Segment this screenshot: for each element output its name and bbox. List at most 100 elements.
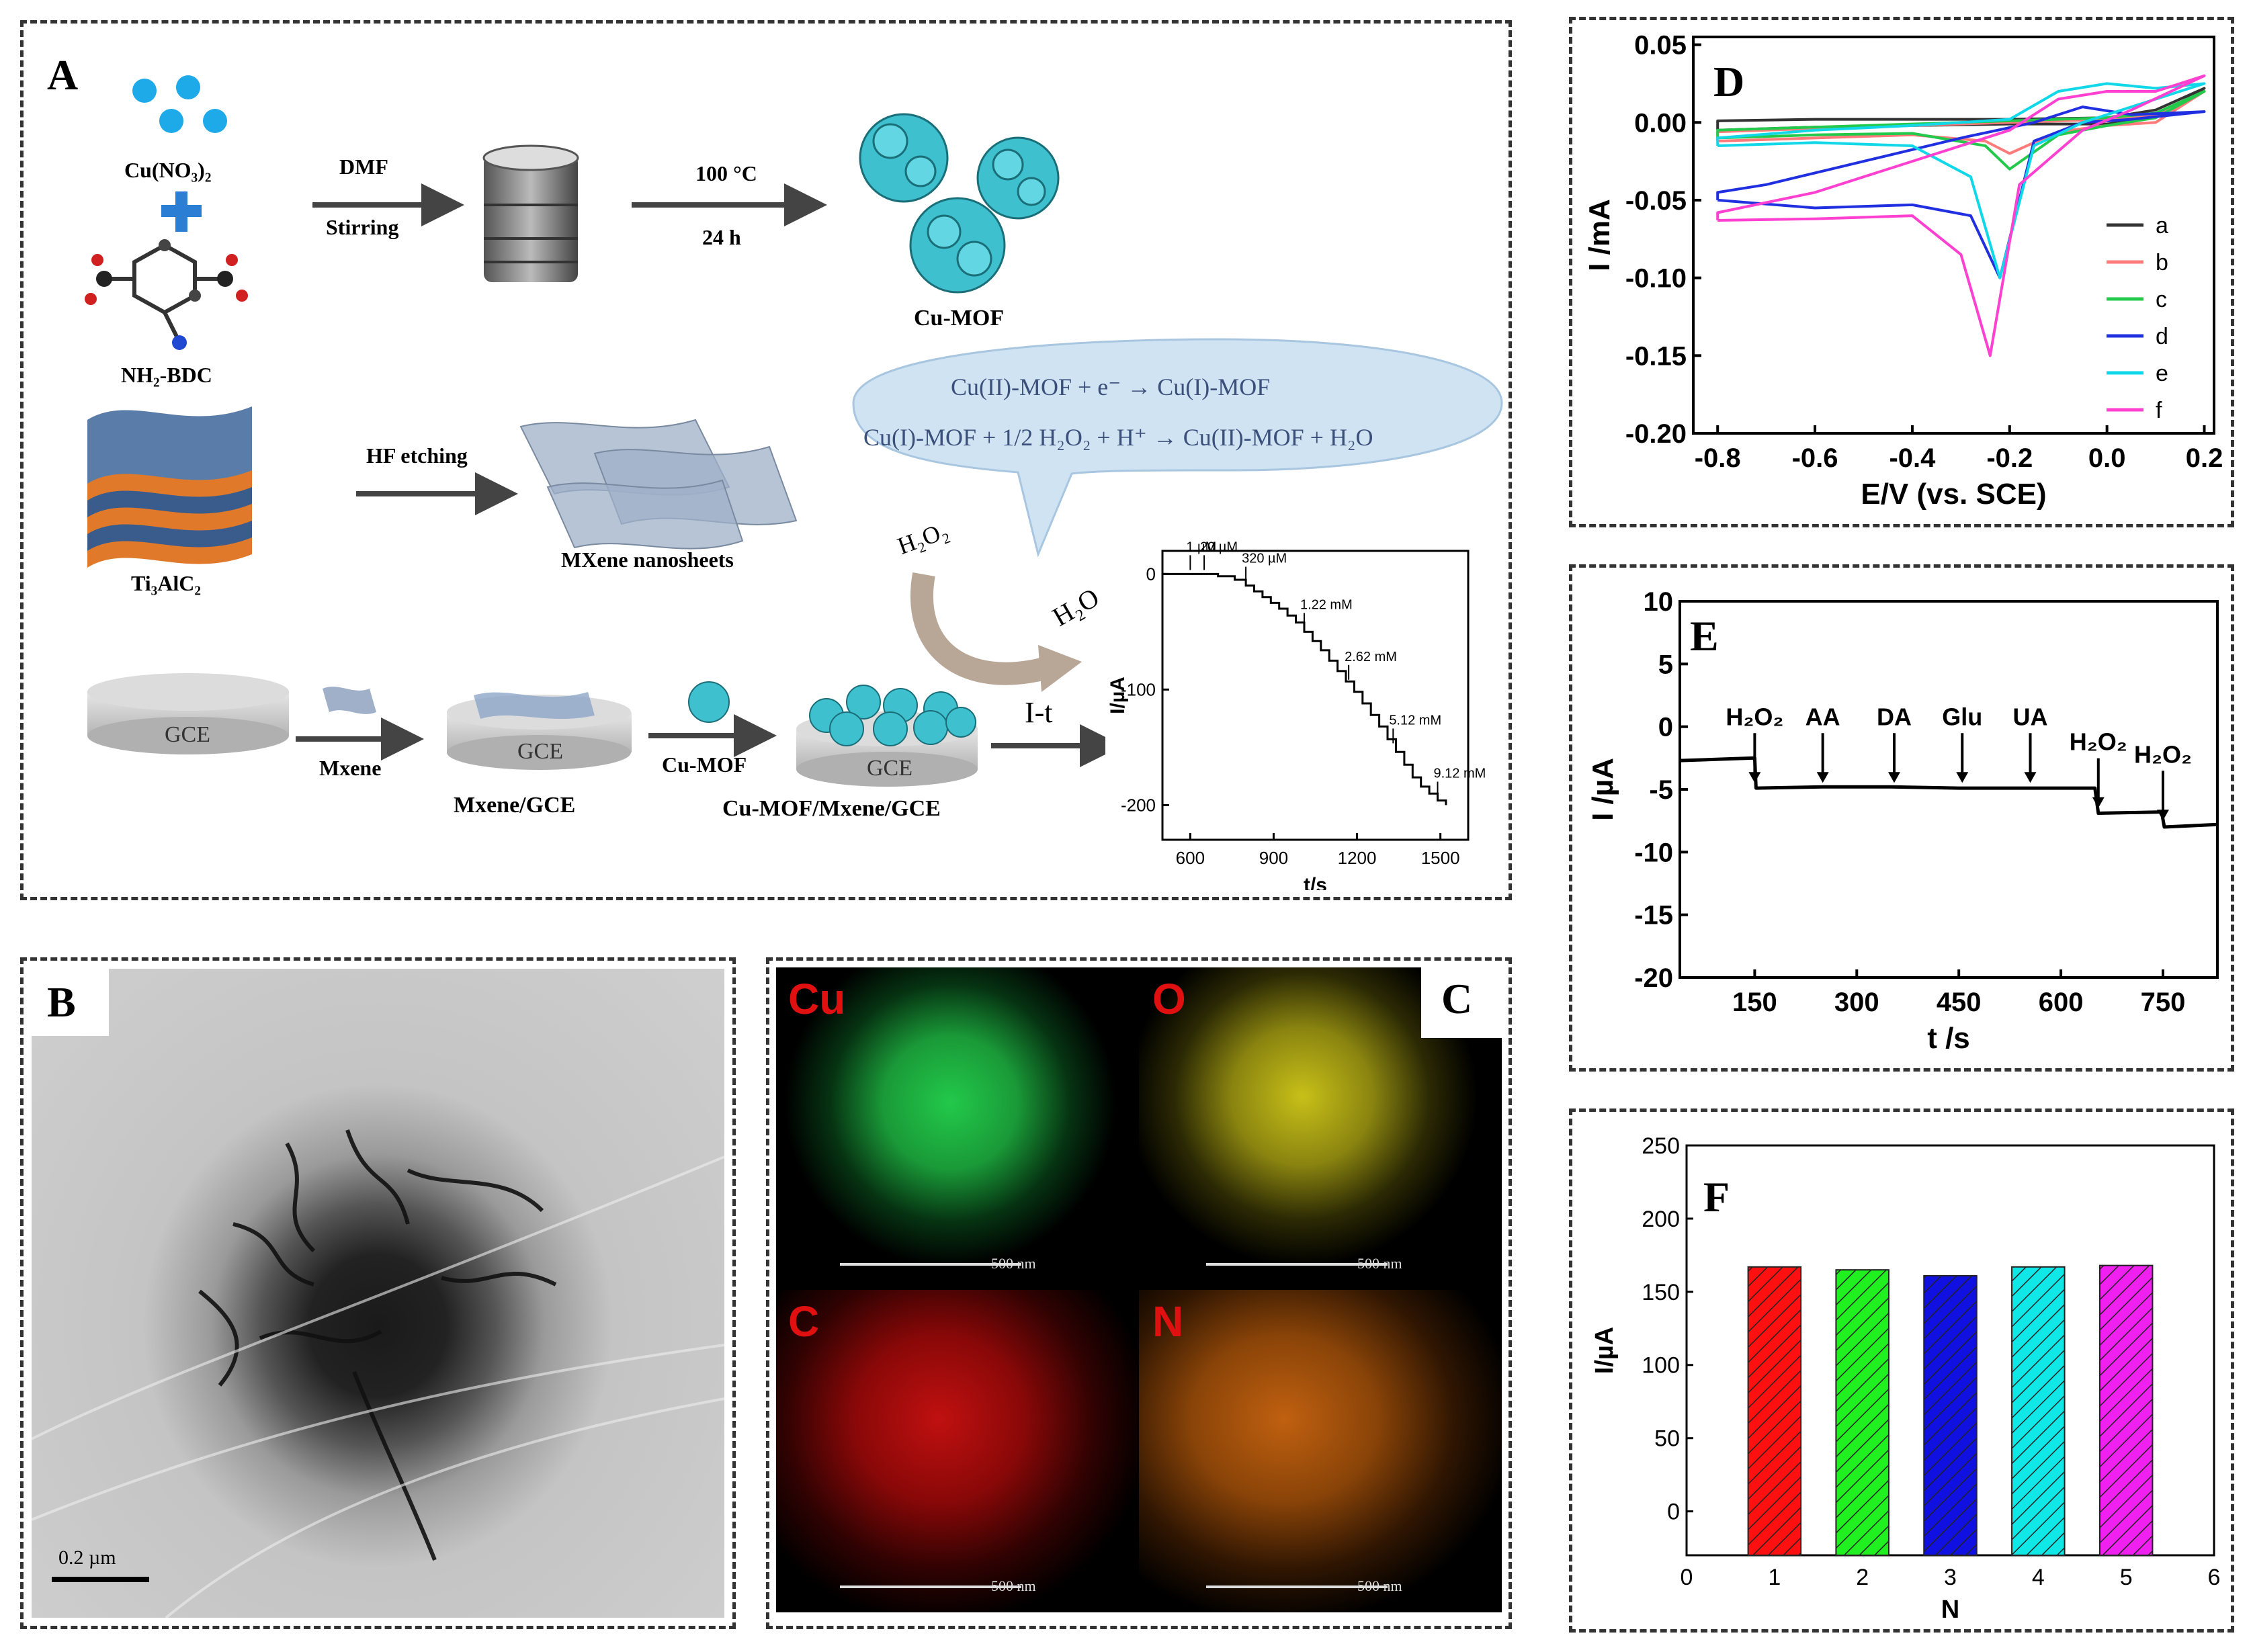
cv-curve-d <box>1716 105 2206 279</box>
autoclave-icon <box>482 144 579 282</box>
inset-current-trace <box>1162 572 1447 806</box>
interferent-arrowhead <box>2092 797 2105 808</box>
map-n-scale-label: 500 nm <box>1357 1577 1402 1594</box>
interferent-arrowhead <box>2024 772 2037 783</box>
y-tick-label: -200 <box>1121 795 1156 816</box>
gce-electrode-2-icon <box>447 692 632 770</box>
cv-curve-f <box>1716 74 2206 357</box>
x-tick-label: -0.6 <box>1792 443 1838 473</box>
x-axis-label: N <box>1941 1596 1959 1624</box>
inset-annotation-label: 9.12 mM <box>1434 767 1486 781</box>
gce1-label: GCE <box>165 722 210 747</box>
reagent2-label: NH₂-BDC <box>121 363 212 387</box>
x-tick-label: -0.2 <box>1986 443 2033 473</box>
arrow-mxene-label: Mxene <box>319 756 382 780</box>
panel-e: 150 300 450 600 750 10 5 0 -5 -10 -15 -20 t /s I /µA H… <box>1569 564 2234 1072</box>
panel-label-e: E <box>1690 612 1719 660</box>
interferent-label: AA <box>1806 703 1840 730</box>
map-n: N 500 nm <box>1139 1290 1502 1612</box>
x-tick-label: 1 <box>1768 1565 1781 1590</box>
map-o-label: O <box>1152 975 1186 1023</box>
legend-label-a: a <box>2156 213 2168 238</box>
x-tick-label: 6 <box>2208 1565 2221 1590</box>
x-tick-label: 4 <box>2032 1565 2045 1590</box>
h2o2-curved-arrow <box>910 572 1048 685</box>
step2-top-label: 100 °C <box>695 161 757 185</box>
x-tick-label: 450 <box>1937 988 1982 1017</box>
map-cu: Cu 500 nm <box>776 967 1139 1290</box>
x-tick-label: 0.0 <box>2088 443 2126 473</box>
x-tick-label: -0.4 <box>1889 443 1936 473</box>
reagent1-label: Cu(NO₃)₂ <box>124 158 212 182</box>
x-tick-label: 600 <box>2039 988 2084 1017</box>
y-tick-label: 0 <box>1667 1499 1680 1525</box>
legend-label-f: f <box>2156 398 2162 423</box>
x-tick-label: 750 <box>2141 988 2186 1017</box>
interferent-arrowhead <box>1748 772 1761 783</box>
cu-mof-flowers-icon <box>859 113 1060 294</box>
x-tick-label: 0.2 <box>2186 443 2223 473</box>
y-tick-label: -0.10 <box>1625 264 1687 294</box>
mxene-sheet-small-icon <box>323 687 376 714</box>
x-tick-label: 5 <box>2120 1565 2133 1590</box>
tem-fibers-icon <box>32 1129 724 1618</box>
y-tick-label: -0.20 <box>1625 419 1687 449</box>
map-c-scale-label: 500 nm <box>991 1577 1036 1594</box>
product1-label: Cu-MOF <box>914 306 1005 331</box>
panel-d: -0.8 -0.6 -0.4 -0.2 0.0 0.2 0.05 0.00 -0.05 -0.10… <box>1569 17 2234 527</box>
y-tick-label: 0.05 <box>1634 31 1687 60</box>
panel-label-f: F <box>1703 1173 1730 1221</box>
interferent-arrowhead <box>1816 772 1829 783</box>
gce-electrode-3-icon <box>796 685 978 787</box>
cu-ions-icon <box>132 75 227 133</box>
cv-curve-e <box>1716 82 2206 279</box>
map-n-scale-bar <box>1206 1585 1388 1588</box>
reaction1-text: Cu(II)-MOF + e⁻ → Cu(I)-MOF <box>951 374 1271 400</box>
x-axis-label: t /s <box>1927 1022 1970 1055</box>
y-tick-label: 250 <box>1642 1133 1680 1159</box>
y-tick-label: -0.15 <box>1625 341 1687 371</box>
y-tick-label: 0 <box>1658 713 1673 742</box>
interferent-label: H₂O₂ <box>1726 703 1783 730</box>
plot-frame <box>1692 36 2215 435</box>
x-tick-label: 150 <box>1732 988 1777 1017</box>
h2o2-arrowhead-icon <box>1038 645 1082 692</box>
map-cu-scale-bar <box>840 1263 1021 1266</box>
y-axis-label: I /µA <box>1586 758 1619 821</box>
bar-3 <box>1923 1274 1978 1556</box>
panel-label-b: B <box>47 978 76 1026</box>
inset-annotation-label: 2.62 mM <box>1345 650 1397 664</box>
x-axis-label: t/s <box>1304 874 1327 890</box>
inset-annotation-label: 1 µM <box>1186 541 1216 554</box>
mxene-gce-label: Mxene/GCE <box>454 793 576 818</box>
mxene-nanosheets-icon <box>519 419 798 550</box>
schematic <box>85 75 1503 787</box>
y-tick-label: 5 <box>1658 650 1673 679</box>
nh2-bdc-molecule-icon <box>104 243 225 341</box>
y-axis-label: I/µA <box>1107 677 1129 714</box>
y-tick-label: -100 <box>1121 680 1156 700</box>
panel-label-b-box <box>32 969 109 1036</box>
x-tick-label: 900 <box>1259 848 1288 868</box>
x-tick-label: 1200 <box>1338 848 1377 868</box>
gce2-label: GCE <box>517 739 563 764</box>
product2-label: MXene nanosheets <box>561 548 734 572</box>
amperometric-trace <box>1679 756 2218 829</box>
y-tick-label: 200 <box>1642 1207 1680 1232</box>
inset-annotation-label: 5.12 mM <box>1389 713 1441 728</box>
arrow-it-label: I-t <box>1025 696 1053 729</box>
plot-frame <box>1161 550 1470 841</box>
precursor-label: Ti₃AlC₂ <box>131 571 201 595</box>
reaction2-text: Cu(I)-MOF + 1/2 H₂O₂ + H⁺ → Cu(II)-MOF +… <box>863 424 1373 451</box>
interferent-label: UA <box>2013 703 2048 730</box>
inset-annotation-label: 320 µM <box>1242 552 1287 566</box>
interferent-arrowhead <box>1956 772 1969 783</box>
y-tick-label: -0.05 <box>1625 186 1687 216</box>
molecule-atoms-icon <box>85 239 248 350</box>
x-axis-label: E/V (vs. SCE) <box>1861 478 2046 511</box>
y-tick-label: -5 <box>1649 775 1673 805</box>
tem-scale-label: 0.2 µm <box>58 1547 116 1569</box>
y-tick-label: 50 <box>1654 1426 1680 1452</box>
cv-chart: -0.8 -0.6 -0.4 -0.2 0.0 0.2 0.05 0.00 -0.05 -0.10… <box>1583 31 2223 511</box>
